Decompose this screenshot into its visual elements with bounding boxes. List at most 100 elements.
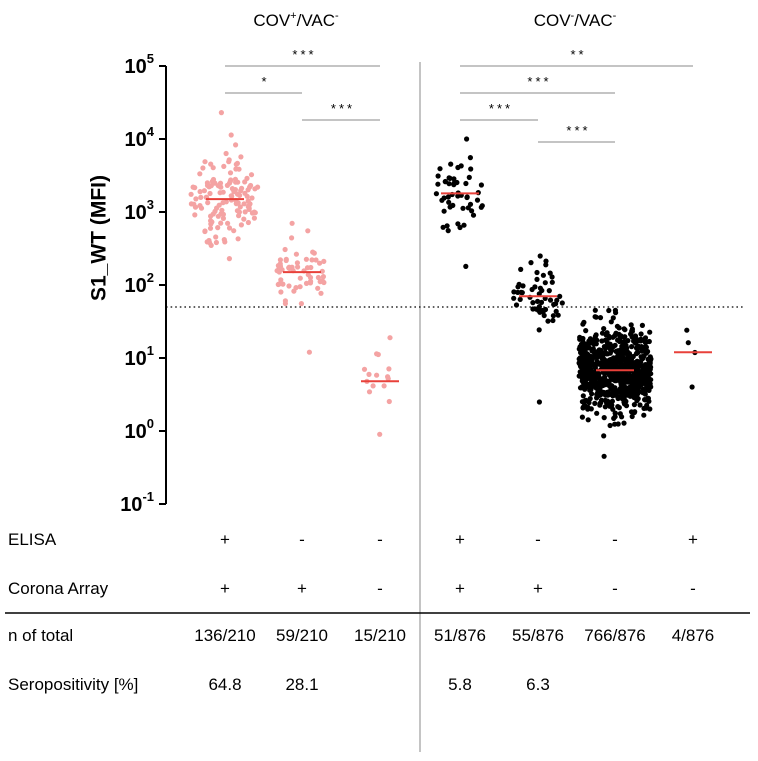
data-point (241, 216, 247, 222)
data-point (451, 176, 457, 182)
data-point (320, 274, 326, 280)
data-point (537, 285, 544, 291)
data-point (237, 204, 243, 210)
data-point (637, 362, 643, 368)
data-point (623, 403, 630, 409)
data-point (197, 203, 203, 209)
data-point (647, 360, 653, 366)
data-point (618, 354, 624, 361)
data-point (597, 315, 604, 321)
data-point (278, 289, 284, 295)
data-point (626, 356, 633, 362)
data-point (549, 274, 555, 280)
data-point (580, 393, 586, 399)
median-layer (206, 192, 712, 383)
data-point (615, 404, 621, 410)
series-3 (433, 136, 485, 269)
data-point (546, 288, 552, 294)
data-point (366, 371, 372, 377)
data-point (435, 181, 441, 187)
data-point (621, 420, 627, 426)
data-point (641, 405, 647, 411)
data-point (610, 343, 617, 350)
significance-label-4: *** (527, 74, 551, 89)
data-point (608, 401, 614, 407)
data-point (599, 382, 605, 388)
significance-label-1: * (261, 74, 269, 89)
data-point (638, 338, 644, 344)
data-point (584, 364, 590, 370)
data-point (615, 348, 621, 354)
data-point (621, 343, 627, 349)
data-point (617, 338, 623, 345)
data-point (208, 183, 214, 189)
data-point (628, 385, 634, 391)
data-point (249, 210, 255, 216)
significance-label-6: *** (566, 123, 590, 138)
data-point (305, 228, 311, 234)
data-point (439, 197, 445, 203)
data-point (518, 289, 524, 295)
data-point (545, 318, 551, 324)
table-cell: 136/210 (194, 626, 255, 645)
data-point (625, 338, 631, 344)
data-point (601, 344, 608, 350)
data-point (215, 225, 221, 231)
data-point (198, 194, 204, 200)
data-point (540, 272, 547, 278)
significance-layer: ****************** (225, 47, 693, 143)
significance-label-5: *** (489, 101, 513, 116)
data-point (583, 397, 589, 403)
data-point (629, 344, 635, 350)
data-point (366, 389, 373, 395)
data-point (583, 345, 589, 351)
axes-frame (5, 62, 750, 752)
table-cell: 766/876 (584, 626, 645, 645)
data-point (610, 315, 616, 321)
data-point (478, 182, 484, 188)
data-point (610, 334, 616, 340)
data-point (278, 277, 284, 283)
data-point (592, 354, 598, 360)
data-point (580, 335, 586, 342)
data-point (447, 204, 453, 210)
data-point (539, 307, 546, 314)
data-point (223, 150, 229, 157)
data-point (304, 265, 311, 271)
table-cell: + (455, 530, 465, 549)
table-cell: - (377, 579, 383, 598)
table-cell: 55/876 (512, 626, 564, 645)
data-point (535, 298, 541, 304)
data-point (188, 191, 194, 197)
data-point (315, 274, 321, 281)
data-point (590, 377, 596, 383)
data-point (440, 224, 446, 230)
data-point (213, 239, 219, 246)
data-point (587, 385, 593, 391)
data-point (595, 373, 601, 379)
data-point (220, 200, 226, 206)
data-point (553, 308, 559, 314)
group-titles: COV+/VAC- COV-/VAC- (253, 10, 616, 30)
data-point (511, 295, 517, 301)
y-tick-label-base: 10 (125, 202, 147, 224)
data-point (528, 260, 534, 266)
table-cell: - (535, 530, 541, 549)
data-point (628, 322, 634, 328)
data-point (588, 367, 595, 373)
data-point (209, 178, 215, 184)
data-point (606, 307, 612, 314)
y-tick-label-3: 102 (125, 270, 154, 297)
data-point (441, 208, 447, 214)
data-point (464, 194, 470, 200)
group-title-0-base: COV (253, 11, 291, 30)
data-point (458, 163, 464, 169)
data-point (297, 275, 303, 281)
data-point (220, 211, 226, 217)
data-point (592, 362, 599, 368)
data-point (536, 291, 542, 297)
data-point (321, 258, 327, 264)
y-tick-label-4: 103 (125, 197, 154, 224)
data-point (538, 299, 545, 305)
data-point (613, 330, 619, 336)
